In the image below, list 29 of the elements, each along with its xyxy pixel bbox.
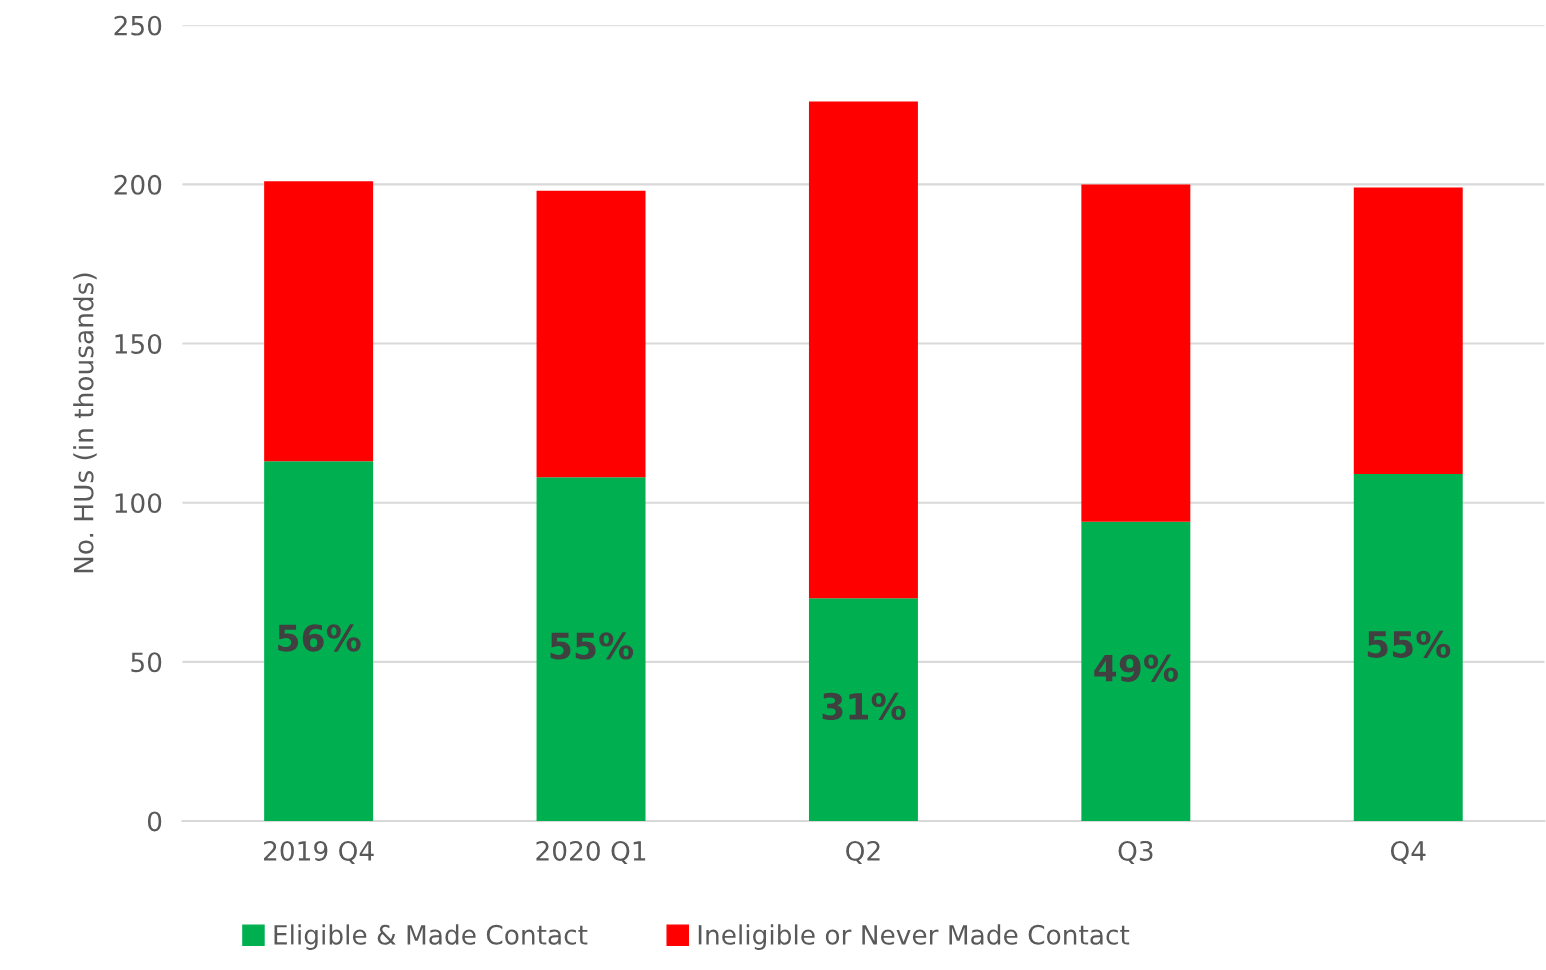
bar <box>808 598 918 822</box>
y-axis-title: No. HUs (in thousands) <box>73 273 97 573</box>
legend-label: Ineligible or Never Made Contact <box>698 924 1130 950</box>
bar <box>264 461 374 822</box>
legend-label: Eligible & Made Contact <box>274 924 588 950</box>
bar <box>808 101 918 599</box>
bar <box>536 190 646 478</box>
y-tick-label: 150 <box>115 333 162 354</box>
bar <box>264 181 374 462</box>
y-tick-label: 200 <box>114 174 162 195</box>
y-tick-label: 100 <box>115 493 162 514</box>
bar <box>536 477 646 822</box>
x-tick-label: Q2 <box>846 840 880 864</box>
y-tick-label: 250 <box>114 15 162 36</box>
annotation: 55% <box>550 632 634 660</box>
x-tick-label: Q4 <box>1390 840 1426 864</box>
annotation: 31% <box>822 692 906 721</box>
bar <box>1081 521 1191 822</box>
y-tick-label: 50 <box>131 652 162 673</box>
x-tick-label: Q3 <box>1118 840 1153 864</box>
bar <box>1353 187 1463 475</box>
annotation: 49% <box>1094 654 1178 682</box>
x-tick-label: 2019 Q4 <box>264 840 374 864</box>
annotation: 56% <box>278 624 361 652</box>
y-tick-label: 0 <box>147 811 162 832</box>
bar <box>1081 184 1191 522</box>
annotation: 55% <box>1367 630 1451 658</box>
x-tick-label: 2020 Q1 <box>536 840 646 864</box>
bar <box>1353 474 1463 822</box>
